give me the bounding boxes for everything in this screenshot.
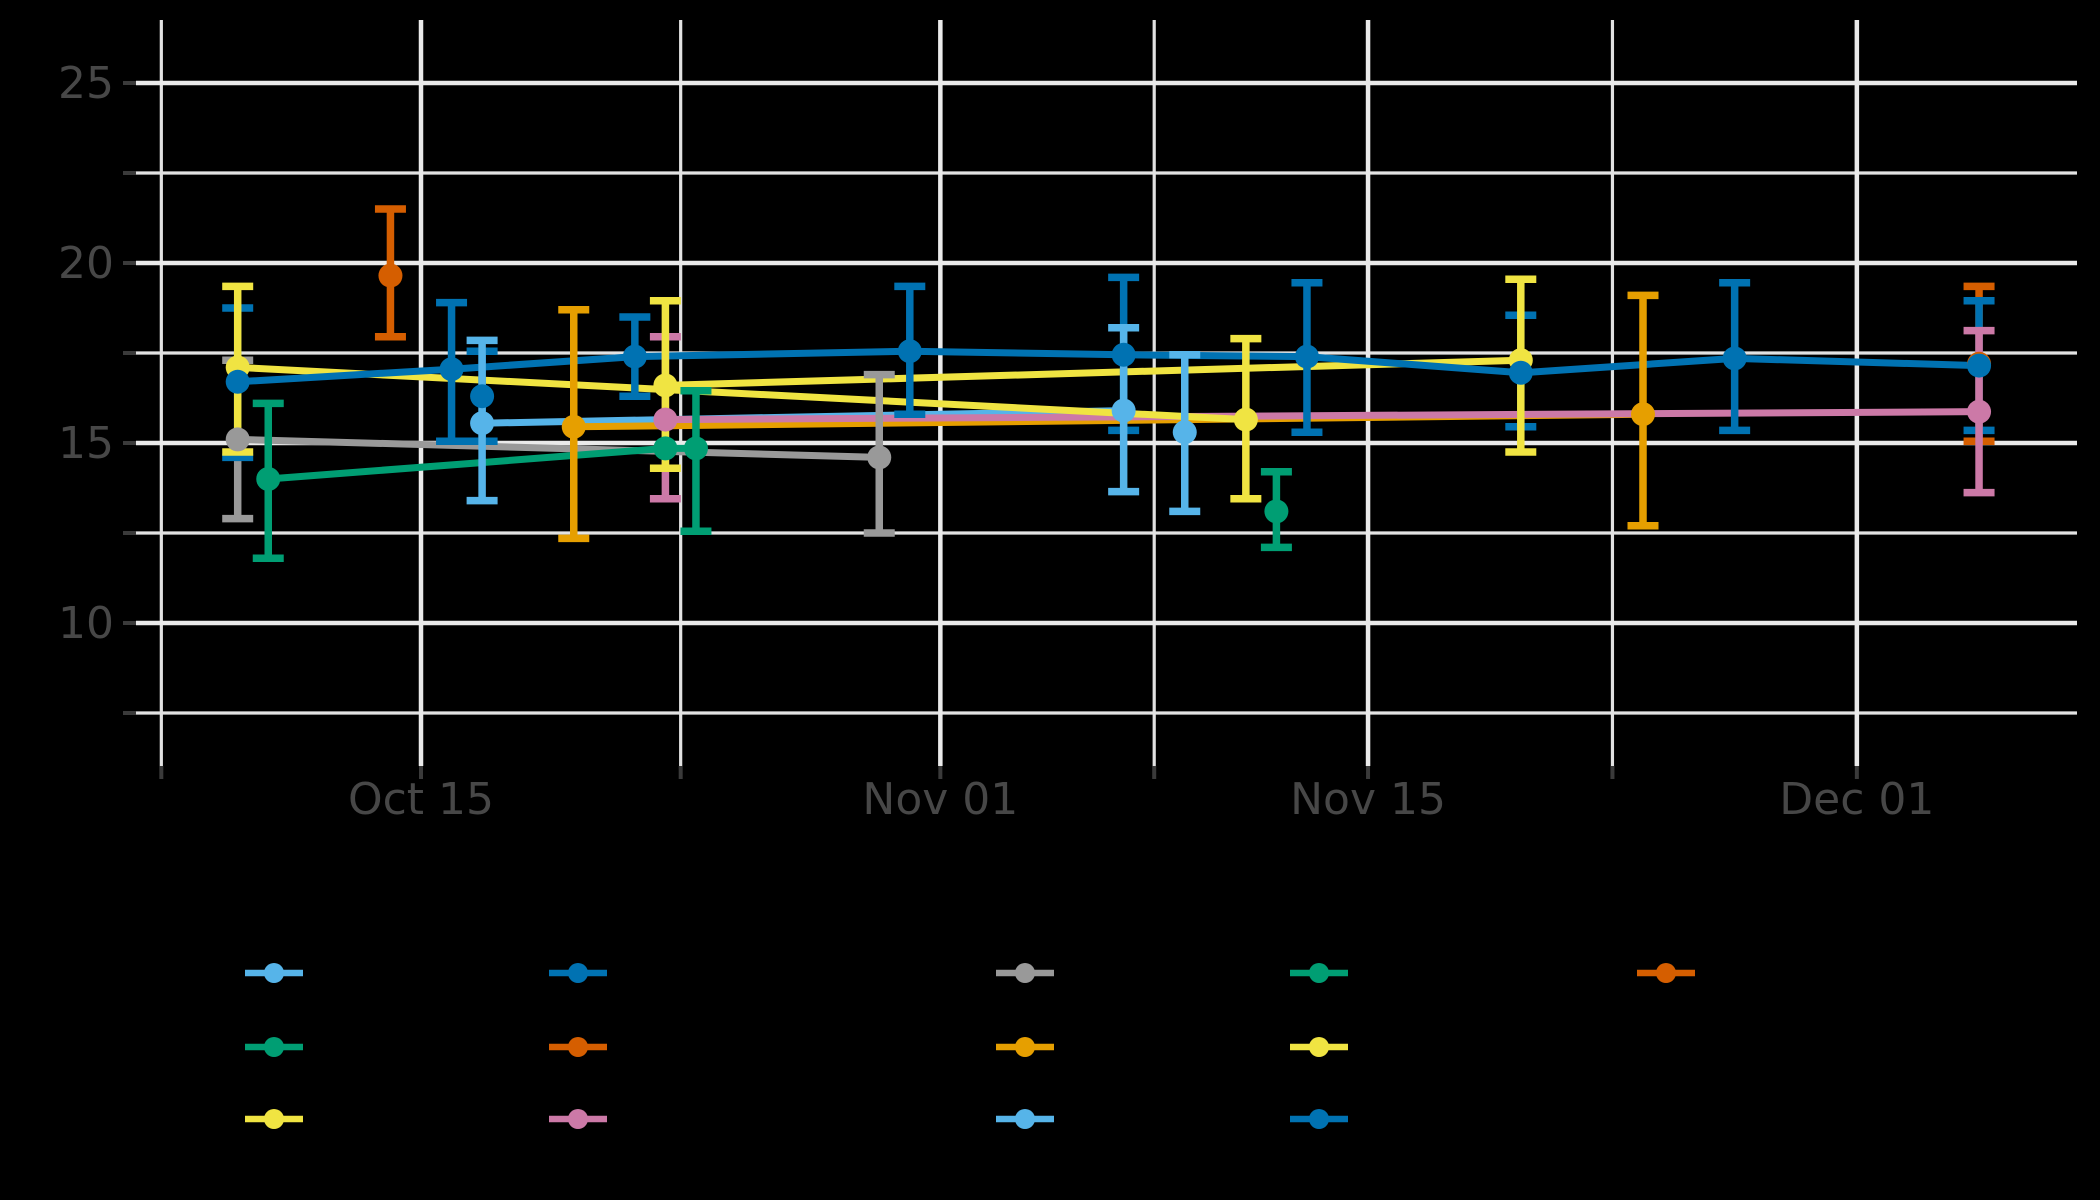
series-line-pink <box>665 408 1980 424</box>
data-point-skyblue1 <box>1111 398 1136 423</box>
legend-key-dot <box>1309 1037 1329 1057</box>
data-point-blue1 <box>439 357 464 382</box>
data-point-skyblue1 <box>470 411 495 436</box>
data-point-pink <box>1967 399 1992 424</box>
data-point-orange <box>1631 402 1655 427</box>
data-point-green1 <box>683 436 708 461</box>
data-point-skyblue2 <box>1172 420 1197 445</box>
series-line-gray <box>237 435 880 461</box>
data-point-gray <box>867 445 892 470</box>
data-point-orange <box>561 414 586 439</box>
legend-key-dot <box>264 1037 284 1057</box>
legend-key-dot <box>1015 1037 1035 1057</box>
y-tick-label: 20 <box>58 238 114 289</box>
data-point-blue1 <box>1967 353 1992 378</box>
x-tick-label: Oct 15 <box>348 774 494 825</box>
legend-key-dot <box>1656 963 1676 983</box>
data-point-blue1 <box>225 369 250 394</box>
x-tick-label: Dec 01 <box>1779 774 1934 825</box>
data-point-blue1 <box>1722 346 1747 371</box>
legend-key-dot <box>1309 963 1329 983</box>
legend-key-dot <box>264 1109 284 1129</box>
x-tick-label: Nov 01 <box>862 774 1018 825</box>
data-point-gray <box>225 427 250 452</box>
data-point-green1 <box>256 467 281 491</box>
data-point-blue1 <box>622 344 647 369</box>
legend-key-dot <box>568 1109 588 1129</box>
x-tick-label: Nov 15 <box>1290 774 1446 825</box>
data-point-yellow1 <box>1233 407 1258 432</box>
data-point-pink <box>653 407 678 432</box>
legend-key-dot <box>568 963 588 983</box>
data-point-blue1 <box>1294 344 1319 369</box>
y-tick-label: 15 <box>58 418 114 469</box>
series-line-yellow1 <box>237 363 1247 424</box>
legend-key-dot <box>568 1037 588 1057</box>
data-point-blue1 <box>897 339 922 364</box>
data-point-blue2 <box>470 384 495 409</box>
data-point-vermillion1 <box>378 263 403 288</box>
legend-key-dot <box>1015 1109 1035 1129</box>
legend-key-dot <box>264 963 284 983</box>
data-point-green2 <box>1264 499 1289 524</box>
data-point-blue1 <box>1111 342 1136 367</box>
legend-key-dot <box>1309 1109 1329 1129</box>
data-point-yellow2 <box>653 373 678 398</box>
data-point-blue1 <box>1508 360 1533 385</box>
y-tick-label: 10 <box>58 598 114 649</box>
data-point-green1 <box>653 436 678 461</box>
y-tick-label: 25 <box>58 58 114 109</box>
legend-key-dot <box>1015 963 1035 983</box>
